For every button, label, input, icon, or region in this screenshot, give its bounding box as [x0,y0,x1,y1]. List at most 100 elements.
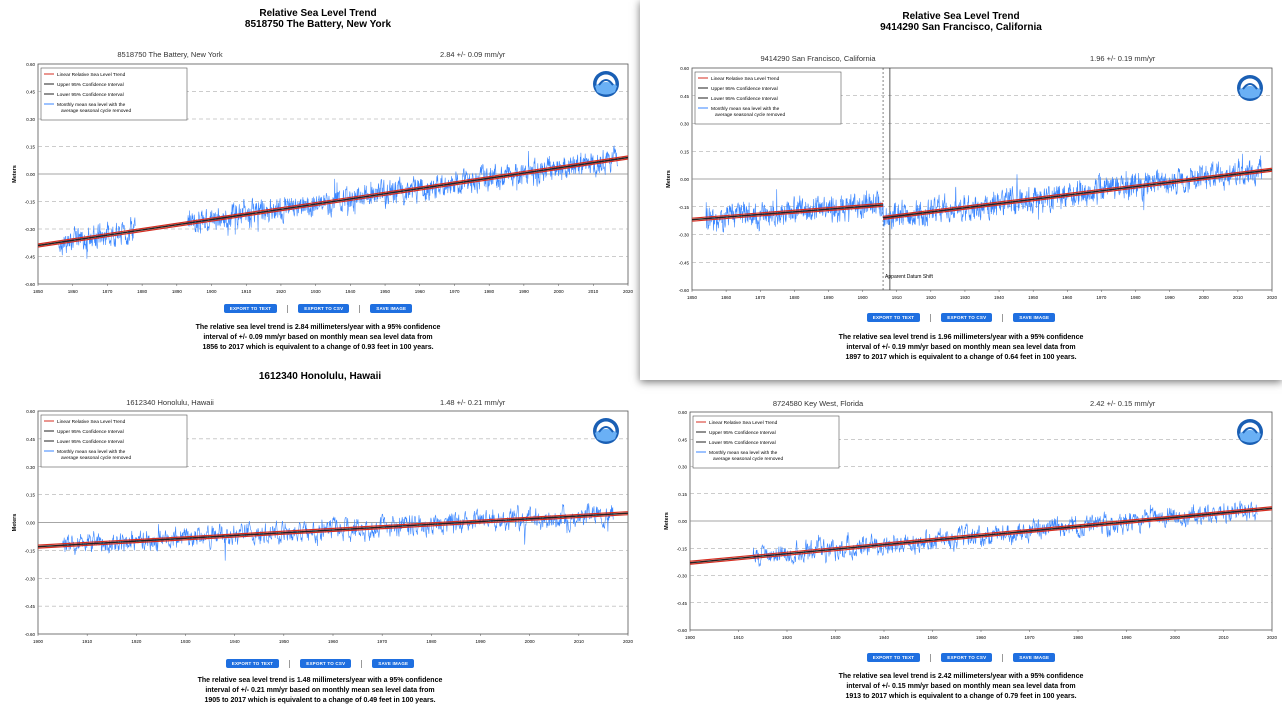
y-tick-label: -0.45 [25,604,36,609]
x-tick-label: 1920 [926,295,937,300]
legend-line: average seasonal cycle removed [61,108,131,114]
chart-subtitle: 8518750 The Battery, New York [244,19,392,30]
x-tick-label: 1980 [1073,635,1084,640]
separator [359,304,361,313]
x-tick-label: 2010 [574,639,585,644]
legend-line: average seasonal cycle removed [715,112,785,118]
legend-upper-ci: Upper 95% Confidence Interval [709,430,776,436]
separator [289,659,291,668]
noaa-logo [593,418,619,444]
x-tick-label: 1990 [1165,295,1176,300]
x-tick-label: 1910 [733,635,744,640]
y-tick-label: 0.00 [678,519,687,524]
export-text-button[interactable]: EXPORT TO TEXT [223,304,278,313]
upper-confidence-line [689,506,1273,562]
chart-panel-battery: Relative Sea Level Trend 8518750 The Bat… [0,0,636,368]
chart-panel-honolulu: 1612340 Honolulu, Hawaii 1612340 Honolul… [0,368,640,713]
x-tick-label: 1880 [137,289,148,294]
x-tick-label: 1970 [1096,295,1107,300]
logo-bird [1242,427,1258,434]
export-csv-button[interactable]: EXPORT TO CSV [941,313,993,322]
button-row: EXPORT TO TEXT EXPORT TO CSV SAVE IMAGE [0,304,636,313]
x-tick-label: 2010 [1218,635,1229,640]
y-tick-label: 0.30 [26,117,35,122]
caption-line: interval of +/- 0.15 mm/yr based on mont… [846,683,1076,690]
x-tick-label: 1910 [892,295,903,300]
legend-trend: Linear Relative Sea Level Trend [57,419,126,425]
x-tick-label: 1880 [789,295,800,300]
x-tick-label: 1960 [1062,295,1073,300]
station-label: 8724580 Key West, Florida [773,399,864,408]
trend-line [37,156,629,247]
legend-box [692,415,840,469]
y-tick-label: -0.15 [679,205,690,210]
separator [1002,313,1004,322]
y-tick-label: -0.60 [25,632,36,637]
legend-line: average seasonal cycle removed [61,455,131,461]
y-tick-label: -0.60 [25,282,36,287]
chart-title: 1612340 Honolulu, Hawaii [258,371,382,382]
legend-trend: Linear Relative Sea Level Trend [711,76,780,82]
chart-subtitle: 9414290 San Francisco, California [880,22,1042,33]
button-row: EXPORT TO TEXT EXPORT TO CSV SAVE IMAGE [640,313,1282,322]
y-axis-label: Meters [666,170,672,188]
legend-line: Monthly mean sea level with the [711,106,780,112]
legend-trend: Linear Relative Sea Level Trend [57,72,126,78]
x-tick-label: 1960 [976,635,987,640]
logo-bird [1242,83,1258,90]
export-csv-button[interactable]: EXPORT TO CSV [941,653,993,662]
x-tick-label: 1930 [960,295,971,300]
x-tick-label: 1980 [426,639,437,644]
rate-label: 1.48 +/- 0.21 mm/yr [440,398,506,407]
caption-line: The relative sea level trend is 1.96 mil… [838,334,1084,341]
legend-box [40,414,188,468]
y-tick-label: 0.00 [680,177,689,182]
x-tick-label: 1920 [131,639,142,644]
separator [361,659,363,668]
upper-confidence-line [882,167,1273,217]
x-tick-label: 1900 [685,635,696,640]
sea-level-series [58,216,136,259]
logo-bird [598,79,614,86]
x-tick-label: 2000 [1170,635,1181,640]
y-tick-label: 0.15 [678,492,687,497]
x-tick-label: 1900 [858,295,869,300]
caption-line: 1856 to 2017 which is equivalent to a ch… [202,344,434,351]
export-csv-button[interactable]: EXPORT TO CSV [300,659,352,668]
export-csv-button[interactable]: EXPORT TO CSV [298,304,350,313]
x-tick-label: 1960 [328,639,339,644]
legend-lower-ci: Lower 95% Confidence Interval [709,440,776,446]
y-tick-label: 0.45 [26,437,35,442]
x-tick-label: 1980 [484,289,495,294]
legend-lower-ci: Lower 95% Confidence Interval [57,92,124,98]
export-text-button[interactable]: EXPORT TO TEXT [866,313,921,322]
y-tick-label: -0.15 [677,546,688,551]
export-text-button[interactable]: EXPORT TO TEXT [225,659,280,668]
x-tick-label: 1890 [172,289,183,294]
y-tick-label: -0.15 [25,548,36,553]
x-tick-label: 1860 [68,289,79,294]
export-text-button[interactable]: EXPORT TO TEXT [866,653,921,662]
save-image-button[interactable]: SAVE IMAGE [372,659,415,668]
save-image-button[interactable]: SAVE IMAGE [1013,653,1056,662]
x-tick-label: 1960 [415,289,426,294]
y-tick-label: -0.30 [25,576,36,581]
trend-caption: The relative sea level trend is 2.42 mil… [640,672,1282,702]
x-tick-label: 2000 [554,289,565,294]
chart-panel-keywest: 8724580 Key West, Florida 2.42 +/- 0.15 m… [640,382,1282,713]
x-tick-label: 1860 [721,295,732,300]
logo-bird [598,426,614,433]
separator [1002,653,1004,662]
legend-line: average seasonal cycle removed [713,456,783,462]
save-image-button[interactable]: SAVE IMAGE [370,304,413,313]
y-axis-label: Meters [12,514,18,532]
legend-box [694,71,842,125]
y-tick-label: -0.15 [25,200,36,205]
lower-confidence-line [691,205,884,222]
chart-panel-sanfrancisco: Relative Sea Level Trend 9414290 San Fra… [640,0,1282,380]
logo-wave [1239,430,1261,443]
x-tick-label: 1940 [994,295,1005,300]
chart-svg-battery: 8518750 The Battery, New York 2.84 +/- 0.… [12,50,634,294]
y-axis-label: Meters [12,165,18,183]
save-image-button[interactable]: SAVE IMAGE [1013,313,1056,322]
